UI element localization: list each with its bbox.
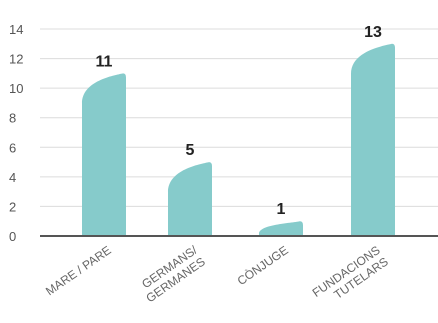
y-tick-label: 8 — [9, 111, 16, 126]
y-axis-ticks: 0 2 4 6 8 10 12 14 — [9, 22, 23, 244]
bar — [351, 43, 395, 237]
category-labels: MARE / PARE GERMANS/GERMANES CÒNJUGE FUNDAC… — [43, 242, 391, 311]
y-tick-label: 6 — [9, 140, 16, 155]
y-tick-label: 4 — [9, 170, 16, 185]
bar — [168, 162, 212, 236]
y-tick-label: 12 — [9, 52, 23, 67]
bar — [82, 73, 126, 236]
data-label: 5 — [186, 142, 195, 159]
category-label: FUNDACIONSTUTELARS — [310, 243, 391, 311]
category-label: CÒNJUGE — [234, 242, 291, 288]
bars — [82, 43, 395, 237]
category-label: GERMANS/GERMANES — [135, 243, 208, 306]
y-tick-label: 14 — [9, 22, 23, 37]
data-labels: 11 5 1 13 — [96, 24, 382, 218]
data-label: 11 — [96, 53, 113, 70]
y-tick-label: 2 — [9, 199, 16, 214]
y-tick-label: 10 — [9, 81, 23, 96]
data-label: 1 — [277, 201, 286, 218]
data-label: 13 — [364, 24, 382, 41]
bar — [259, 221, 303, 236]
category-label: MARE / PARE — [43, 243, 114, 298]
y-tick-label: 0 — [9, 229, 16, 244]
